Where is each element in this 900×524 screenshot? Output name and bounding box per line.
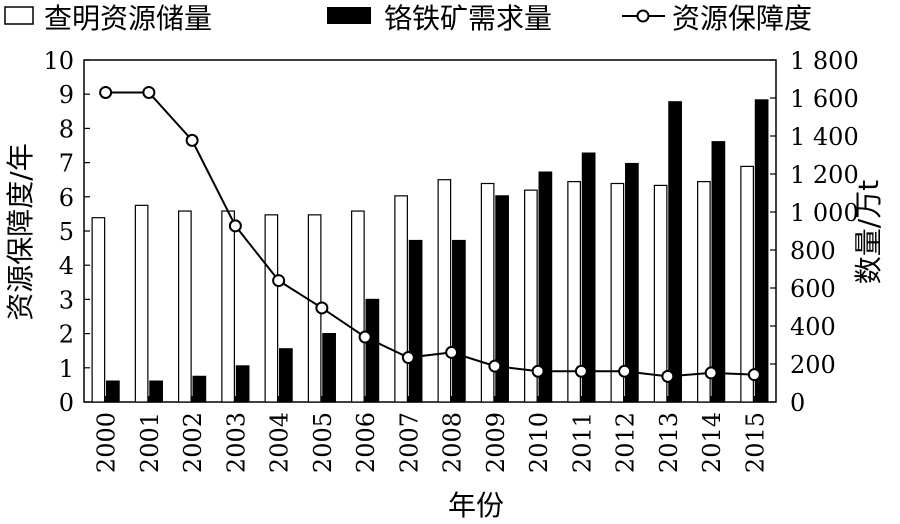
- bar-demand-2014: [711, 141, 726, 403]
- right-tick-label-2: 400: [790, 313, 836, 341]
- left-tick-label-2: 2: [59, 321, 74, 349]
- x-axis-title: 年份: [448, 489, 504, 522]
- bar-demand-2013: [668, 101, 682, 403]
- guarantee-point-2014: [704, 366, 718, 380]
- bar-reserves-2007: [394, 195, 408, 403]
- guarantee-point-2010: [531, 364, 545, 378]
- right-tick-label-7: 1 400: [790, 123, 859, 151]
- guarantee-point-2002: [185, 133, 199, 147]
- right-tick-label-5: 1 000: [790, 199, 859, 227]
- guarantee-point-2001: [142, 85, 156, 99]
- left-tick-label-1: 1: [59, 355, 74, 383]
- bar-demand-2004: [279, 348, 293, 403]
- bar-demand-2006: [365, 298, 380, 403]
- legend: 查明资源储量 铬铁矿需求量 资源保障度: [4, 2, 812, 35]
- guarantee-line: [105, 91, 755, 378]
- bar-reserves-2013: [653, 184, 668, 403]
- left-tick-label-0: 0: [59, 389, 74, 417]
- x-tick-label-2009: 2009: [482, 412, 510, 473]
- left-tick-label-10: 10: [43, 47, 74, 75]
- bars-layer: [91, 99, 769, 403]
- x-tick-label-2011: 2011: [568, 412, 596, 473]
- bar-reserves-2009: [480, 182, 495, 403]
- bar-demand-2011: [581, 152, 596, 403]
- guarantee-point-2005: [315, 301, 329, 315]
- right-tick-label-9: 1 800: [790, 47, 859, 75]
- legend-swatch-guarantee-marker: [636, 9, 650, 23]
- bar-demand-2012: [625, 162, 639, 403]
- x-tick-label-2014: 2014: [698, 412, 726, 473]
- right-tick-label-8: 1 600: [790, 85, 859, 113]
- x-tick-label-2005: 2005: [309, 412, 337, 473]
- right-axis-title: 数量/万t: [852, 180, 885, 284]
- left-axis-title: 资源保障度/年: [4, 143, 37, 320]
- x-tick-label-2008: 2008: [439, 412, 467, 473]
- x-tick-label-2012: 2012: [612, 412, 640, 473]
- x-tick-label-2002: 2002: [179, 412, 207, 473]
- bar-reserves-2001: [134, 204, 149, 403]
- x-tick-label-2003: 2003: [222, 412, 250, 473]
- bar-demand-2001: [149, 380, 163, 403]
- ticks-layer: 0 1 2 3 4 5 6 7 8 9 10 0 200 400 600 800 1 000 1 200 1 400…: [43, 47, 858, 473]
- guarantee-point-2007: [401, 351, 415, 365]
- bar-demand-2003: [235, 365, 250, 403]
- guarantee-point-2015: [747, 368, 761, 382]
- right-tick-label-1: 200: [790, 351, 836, 379]
- left-tick-label-8: 8: [59, 115, 74, 143]
- guarantee-point-2006: [358, 330, 372, 344]
- right-tick-label-4: 800: [790, 237, 836, 265]
- x-tick-label-2006: 2006: [352, 412, 380, 473]
- left-tick-label-6: 6: [59, 184, 74, 212]
- legend-label-demand: 铬铁矿需求量: [384, 2, 552, 35]
- legend-swatch-reserves: [4, 6, 34, 25]
- bar-reserves-2011: [567, 181, 581, 403]
- left-tick-label-5: 5: [59, 218, 74, 246]
- right-tick-label-0: 0: [790, 389, 805, 417]
- x-tick-label-2000: 2000: [93, 412, 121, 473]
- right-tick-label-3: 600: [790, 275, 836, 303]
- x-tick-label-2001: 2001: [136, 412, 164, 473]
- bar-reserves-2008: [437, 179, 452, 403]
- x-tick-label-2004: 2004: [266, 412, 294, 473]
- left-tick-label-9: 9: [59, 81, 74, 109]
- legend-swatch-demand: [327, 7, 371, 24]
- bar-reserves-2014: [697, 181, 711, 403]
- bar-demand-2009: [495, 195, 509, 403]
- bar-demand-2005: [322, 333, 336, 403]
- guarantee-point-2000: [99, 85, 113, 99]
- bar-reserves-2010: [524, 189, 538, 403]
- bar-demand-2010: [538, 171, 553, 403]
- bar-demand-2007: [408, 239, 423, 403]
- x-tick-label-2015: 2015: [741, 412, 769, 473]
- bar-demand-2000: [106, 380, 120, 403]
- guarantee-point-2008: [445, 345, 459, 359]
- left-tick-label-3: 3: [59, 286, 74, 314]
- guarantee-line-layer: [99, 85, 761, 383]
- legend-label-reserves: 查明资源储量: [44, 2, 212, 35]
- x-tick-label-2010: 2010: [525, 412, 553, 473]
- bar-reserves-2015: [740, 165, 754, 403]
- guarantee-point-2004: [272, 274, 286, 288]
- bar-reserves-2002: [178, 210, 192, 403]
- bar-reserves-2004: [264, 214, 279, 403]
- guarantee-point-2012: [618, 364, 632, 378]
- bar-reserves-2006: [351, 210, 365, 403]
- bar-reserves-2012: [610, 182, 625, 403]
- bar-demand-2002: [192, 375, 207, 403]
- legend-label-guarantee: 资源保障度: [672, 2, 812, 35]
- x-tick-label-2013: 2013: [655, 412, 683, 473]
- guarantee-point-2011: [574, 364, 588, 378]
- guarantee-point-2003: [228, 219, 242, 233]
- guarantee-point-2009: [488, 359, 502, 373]
- bar-reserves-2000: [91, 217, 106, 403]
- left-tick-label-7: 7: [59, 150, 74, 178]
- bar-demand-2008: [452, 239, 466, 403]
- guarantee-point-2013: [661, 369, 675, 383]
- bar-reserves-2003: [221, 210, 235, 403]
- bar-demand-2015: [754, 99, 769, 403]
- left-tick-label-4: 4: [59, 252, 74, 280]
- x-tick-label-2007: 2007: [395, 412, 423, 473]
- right-tick-label-6: 1 200: [790, 161, 859, 189]
